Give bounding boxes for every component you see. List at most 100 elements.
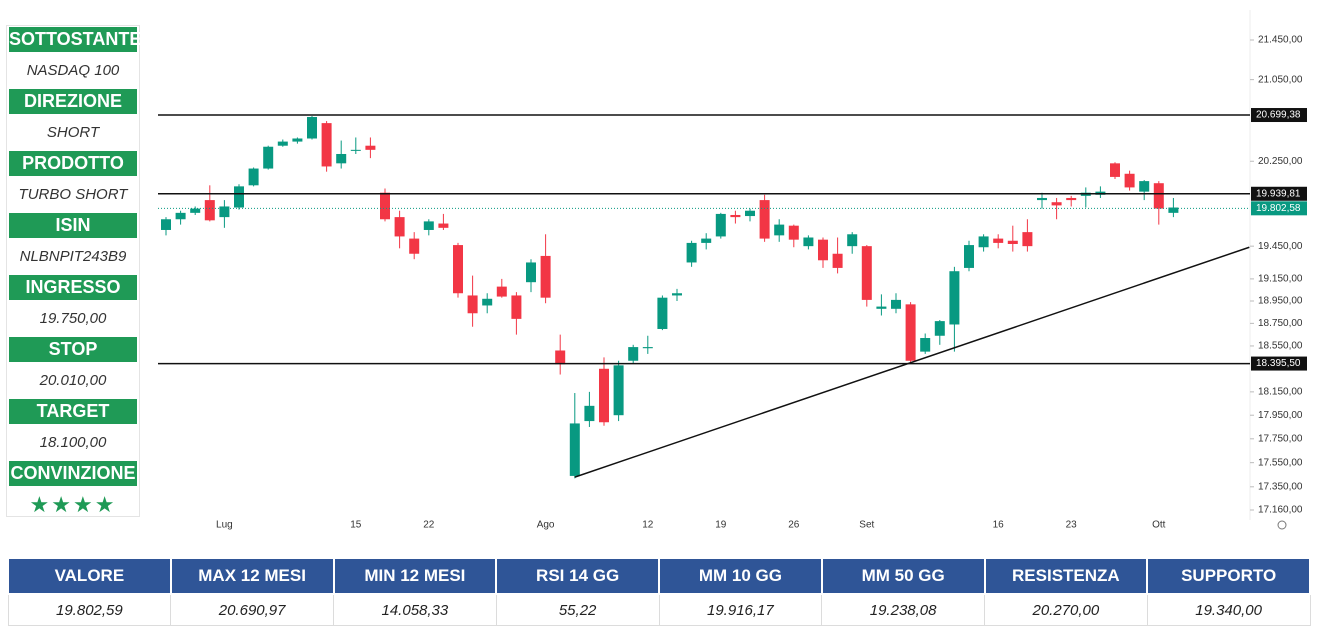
column-header: MM 10 GG xyxy=(658,557,823,595)
candle-body xyxy=(365,145,376,150)
x-tick-label: Lug xyxy=(216,520,233,531)
candle-body xyxy=(190,208,201,213)
table-cell: 14.058,33 xyxy=(333,593,497,626)
candle-body xyxy=(993,238,1004,243)
panel-value: 20.010,00 xyxy=(39,372,107,389)
candle-body xyxy=(759,200,770,239)
candle-body xyxy=(686,242,697,263)
candle-body xyxy=(1153,183,1164,209)
column-header: MAX 12 MESI xyxy=(169,557,335,595)
level-label: 20.699,38 xyxy=(1256,110,1301,121)
candle-body xyxy=(307,116,317,139)
panel-label: INGRESSO xyxy=(9,275,137,300)
candle-body xyxy=(234,186,244,208)
candle-body xyxy=(745,210,755,217)
candle-body xyxy=(1168,207,1179,213)
candle-body xyxy=(350,149,361,151)
y-tick-label: 18.550,00 xyxy=(1258,341,1303,352)
panel-label: STOP xyxy=(9,337,137,362)
x-tick-label: 22 xyxy=(423,520,435,531)
candle-body xyxy=(526,262,536,283)
candle-body xyxy=(555,350,566,365)
table-cell: 20.270,00 xyxy=(984,593,1148,626)
candle-body xyxy=(540,255,551,298)
y-tick-label: 21.050,00 xyxy=(1258,74,1303,85)
candle-body xyxy=(423,221,434,230)
signal-panel: SOTTOSTANTE NASDAQ 100 DIREZIONE SHORT PRODO… xyxy=(6,25,141,517)
candle-body xyxy=(832,253,843,268)
candle-body xyxy=(1124,173,1135,188)
column-header: SUPPORTO xyxy=(1146,557,1311,595)
candle-body xyxy=(788,225,799,240)
candle-body xyxy=(934,321,945,336)
candle-body xyxy=(394,217,405,237)
candle-body xyxy=(803,237,814,247)
x-tick-label: 12 xyxy=(642,520,654,531)
candle-body xyxy=(409,238,420,254)
candle-body xyxy=(248,168,259,186)
x-tick-label: Ago xyxy=(537,520,555,531)
level-label: 18.395,50 xyxy=(1256,358,1301,369)
panel-label: CONVINZIONE xyxy=(9,461,137,486)
candle-body xyxy=(964,245,974,268)
column-header: RESISTENZA xyxy=(983,557,1149,595)
candle-body xyxy=(175,212,186,220)
table-cell: 19.802,59 xyxy=(7,593,172,626)
candle-body xyxy=(876,306,887,309)
panel-value: ★★★★ xyxy=(29,492,117,517)
x-tick-label: Set xyxy=(859,520,874,531)
chart: 21.450,00 21.050,00 20.250,00 19.450,00 19.1… xyxy=(158,10,1307,531)
level-label: 19.939,81 xyxy=(1256,188,1301,199)
column-header: VALORE xyxy=(7,557,172,595)
candle-body xyxy=(701,238,712,243)
candle-body xyxy=(642,347,653,349)
candle-body xyxy=(672,293,682,296)
candle-body xyxy=(847,234,858,247)
y-tick-label: 20.250,00 xyxy=(1258,156,1303,167)
candle-body xyxy=(219,206,230,218)
candle-body xyxy=(321,123,332,167)
candle-body xyxy=(453,245,463,294)
candle-body xyxy=(569,423,580,476)
y-tick-label: 17.160,00 xyxy=(1258,505,1303,516)
x-tick-label: 23 xyxy=(1066,520,1078,531)
candle-body xyxy=(380,192,390,220)
candle-body xyxy=(482,298,493,306)
candle-body xyxy=(277,141,288,146)
panel-value: NASDAQ 100 xyxy=(26,62,120,79)
x-tick-label: 16 xyxy=(993,520,1005,531)
panel-label: SOTTOSTANTE xyxy=(9,27,141,52)
candle-body xyxy=(920,338,931,352)
y-tick-label: 18.150,00 xyxy=(1258,387,1303,398)
candle-body xyxy=(861,246,872,300)
y-tick-label: 19.150,00 xyxy=(1258,274,1303,285)
candle-body xyxy=(292,138,303,142)
level-label-box xyxy=(1251,186,1307,201)
candle-body xyxy=(204,200,215,221)
panel-label: ISIN xyxy=(9,213,137,238)
column-header: MM 50 GG xyxy=(820,557,986,595)
table-body: 19.802,59 20.690,97 14.058,33 55,22 19.916,1… xyxy=(7,593,1311,626)
panel-label: DIREZIONE xyxy=(9,89,137,114)
settings-icon xyxy=(1277,520,1287,530)
candle-body xyxy=(467,295,478,314)
x-tick-label: 15 xyxy=(350,520,362,531)
level-label-box xyxy=(1251,108,1307,123)
candle-body xyxy=(818,239,828,261)
candle-body xyxy=(161,219,171,230)
y-tick-label: 17.750,00 xyxy=(1258,433,1303,444)
y-tick-label: 17.550,00 xyxy=(1258,457,1303,468)
level-label-box xyxy=(1251,356,1307,371)
candle-body xyxy=(613,365,624,416)
y-tick-label: 19.450,00 xyxy=(1258,241,1303,252)
table-cell: 19.238,08 xyxy=(821,593,985,626)
x-tick-label: Ott xyxy=(1152,520,1166,531)
candle-body xyxy=(949,271,960,325)
candle-body xyxy=(1110,163,1120,177)
panel-value: 18.100,00 xyxy=(39,434,107,451)
table-cell: 20.690,97 xyxy=(170,593,334,626)
candle-body xyxy=(1022,232,1033,247)
indicator-table: VALORE MAX 12 MESI MIN 12 MESI RSI 14 GG MM … xyxy=(7,557,1311,626)
y-tick-label: 18.750,00 xyxy=(1258,318,1303,329)
table-row: 19.802,59 20.690,97 14.058,33 55,22 19.916,1… xyxy=(7,593,1311,626)
